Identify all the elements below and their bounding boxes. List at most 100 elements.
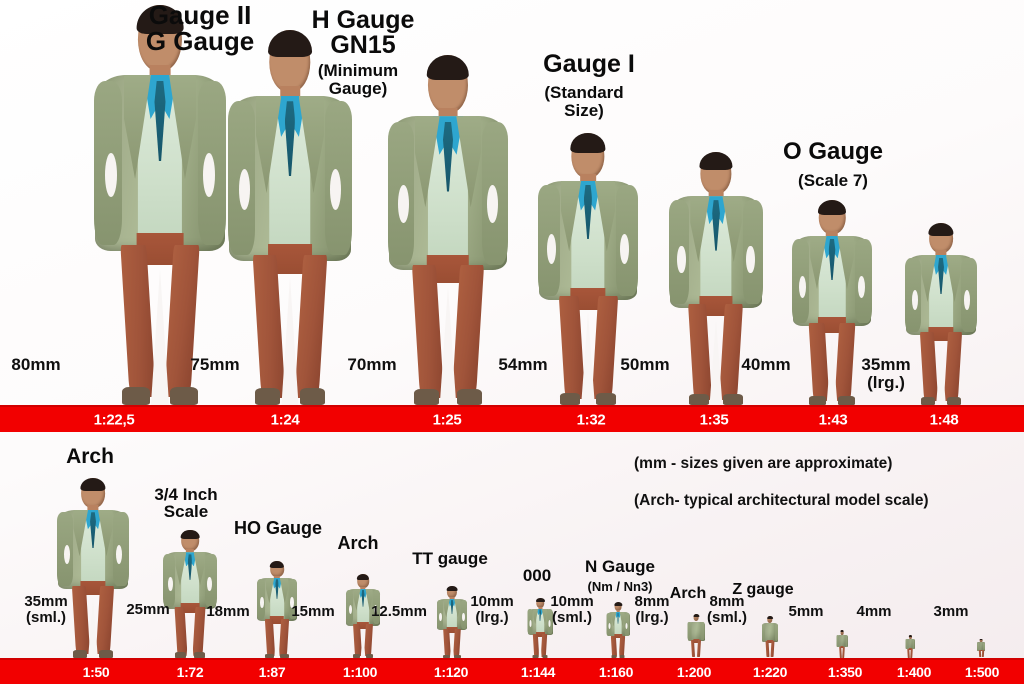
gauge-label-1-22-5: Gauge II G Gauge [145,0,255,56]
chart-notes: (mm - sizes given are approximate) (Arch… [634,437,929,528]
figure-head [979,639,983,643]
figure-hair [180,530,200,540]
size-label-1-22-5: 80mm [11,355,61,374]
figure-leg-left [838,646,842,658]
figure-leg-gap [449,633,455,658]
size-label-1-87: 18mm [206,603,250,620]
ratio-label-1-400: 1:400 [896,664,932,680]
figure-hair [269,561,285,568]
figure-leg-left [252,255,286,398]
size-label-1-24: 75mm [190,355,240,374]
note-line-1: (mm - sizes given are approximate) [634,455,893,473]
figure-shoe-left [174,652,186,658]
figure-leg-right [364,624,374,657]
figure-leg-right [696,640,702,658]
size-label-1-48: 35mm (lrg.) [861,355,911,392]
figurine-1-160 [606,602,630,658]
figure-pocket-right [461,612,465,621]
figure-sweater [929,258,953,335]
figure-neck [935,250,947,258]
figurine-1-220 [761,616,779,658]
figure-hair [535,598,545,603]
figure-shoe-left [559,392,581,405]
figure-leg-gap [360,629,366,658]
gauge-label-1-100: Arch [337,533,379,553]
figure-shoe-right [194,652,206,658]
figure-shoe-left [689,393,709,405]
figure-arm-right [700,622,705,641]
figure-tie [275,579,279,599]
ratio-label-1-50: 1:50 [82,664,110,680]
figure-pocket-right [486,184,498,223]
gauge-sublabel-1-160: (Nm / Nn3) [587,579,653,594]
figure-sweater [270,579,284,621]
gauge-label-1-160: N Gauge [585,557,655,576]
gauge-sublabel-1-32: (Standard Size) [544,83,624,120]
gauge-label-1-72: 3/4 Inch Scale [154,485,218,521]
ratio-label-1-43: 1:43 [818,411,848,428]
figure-shoe-right [280,653,289,658]
figure-leg-right [541,634,548,657]
figure-leg-left [352,624,362,657]
figure-lapel-right [279,577,289,604]
ratio-label-1-32: 1:32 [576,411,606,428]
figure-leg-left [690,640,696,658]
figure-shoe-right [838,395,855,405]
figure-hair [136,5,184,34]
ratio-label-1-22-5: 1:22,5 [93,411,135,428]
figure-arm-right [983,642,986,651]
figurine-1-50 [57,478,129,658]
figure-leg-right [453,629,461,657]
figure-lapel-left [611,611,617,627]
figure-arm-left [687,622,692,641]
figure-neck [87,505,99,513]
figure-tie [90,512,96,549]
figure-shoe-right [170,387,198,405]
figure-pocket-left [546,233,556,264]
figure-shoe-right [454,654,461,658]
figure-hair [426,55,470,81]
figure-hair [908,635,912,637]
figure-pocket-left [105,153,118,197]
figure-coat [905,639,915,650]
figure-pocket-right [374,605,378,615]
figure-shoe-right [946,396,962,405]
figure-hair [817,200,847,215]
figurine-1-400 [905,635,915,658]
figure-pocket-left [168,577,173,592]
figure-hair [570,133,606,153]
ratio-label-1-160: 1:160 [598,664,634,680]
figure-leg-right [943,332,963,402]
figurine-1-35 [669,152,763,405]
figure-leg-left [412,265,444,398]
ratio-label-1-350: 1:350 [827,664,863,680]
figurine-1-43 [792,200,872,405]
figure-leg-gap [88,596,98,658]
figure-lapel-left [533,608,539,625]
figure-shoe-left [353,654,361,658]
figure-neck [449,596,455,600]
figure-leg-right [452,265,484,398]
figure-hair [840,630,844,633]
figure-sweater [81,513,105,589]
figure-leg-right [910,648,913,658]
figure-leg-left [532,634,539,657]
figure-pocket-left [439,612,443,621]
ratio-label-1-24: 1:24 [270,411,300,428]
figure-leg-right [981,650,984,658]
figure-tie [154,81,166,161]
figure-leg-left [611,635,618,657]
figure-shoe-right [595,392,617,405]
figure-lapel-right [619,611,625,627]
size-label-1-25: 70mm [347,355,397,374]
figure-shoe-left [265,653,274,658]
figure-lapel-right [541,608,547,625]
figure-tie [712,200,720,251]
figure-shoe-left [532,655,538,658]
figure-leg-right [591,296,618,400]
figure-neck [273,575,281,580]
gauge-label-1-32: Gauge I [543,50,635,78]
figure-pocket-right [620,233,630,264]
figurine-1-350 [836,630,848,658]
